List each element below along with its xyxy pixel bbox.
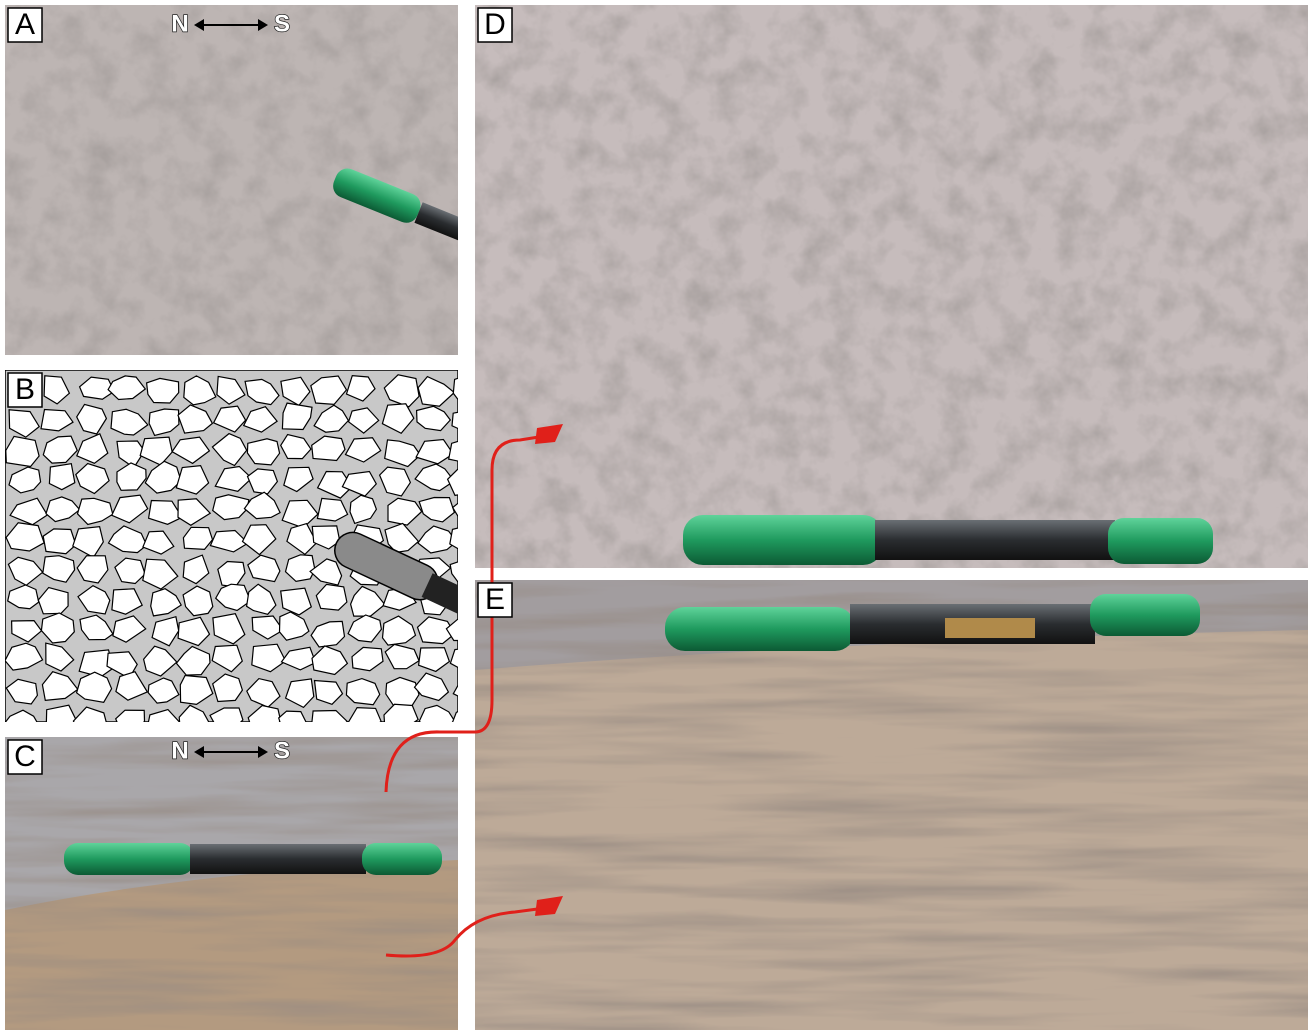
panel-label: C (14, 740, 36, 773)
sketch-b (3, 370, 489, 738)
photo-a (5, 5, 480, 355)
panel-label: E (485, 583, 505, 616)
compass-north: N (171, 737, 188, 764)
clast (386, 677, 419, 706)
photo-d (475, 5, 1308, 568)
clast (6, 436, 39, 466)
panel-label: D (484, 8, 506, 41)
clast (279, 711, 307, 734)
compass-north: N (171, 10, 188, 37)
photo-e (475, 580, 1308, 1030)
compass-south: S (274, 10, 290, 37)
panel-label: B (15, 373, 35, 406)
photo-c (5, 737, 458, 1030)
panel-label: A (15, 8, 35, 41)
figure: A N S B C N S D E (0, 0, 1311, 1033)
compass-south: S (274, 737, 290, 764)
